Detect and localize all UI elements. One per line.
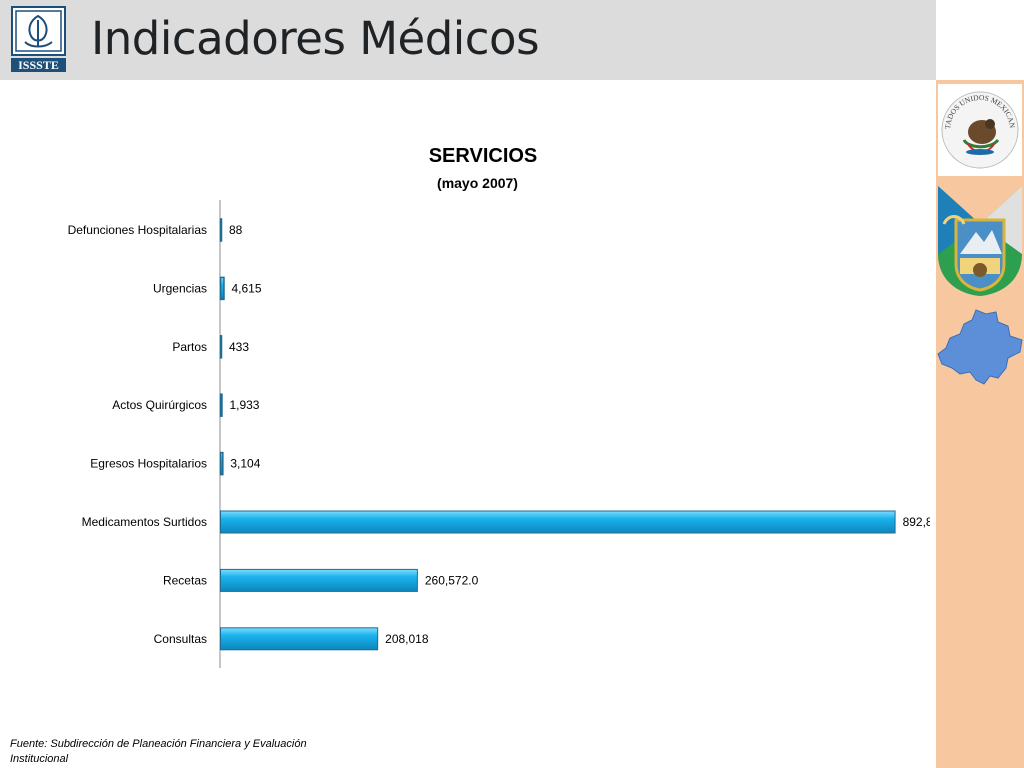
data-label: 433 <box>229 340 249 354</box>
data-label: 1,933 <box>229 398 259 412</box>
state-coat-of-arms-icon <box>938 186 1022 296</box>
bar <box>219 276 225 301</box>
bar <box>220 627 379 651</box>
chart-title: SERVICIOS <box>428 145 538 167</box>
data-label: 260,572.0 <box>425 573 479 587</box>
category-label: Partos <box>172 340 207 354</box>
data-label: 208,018 <box>385 632 429 646</box>
category-label: Medicamentos Surtidos <box>82 515 207 529</box>
category-label: Actos Quirúrgicos <box>112 398 207 412</box>
issste-logo: ISSSTE <box>11 6 66 72</box>
data-label: 892,821 <box>903 515 930 529</box>
bar-chart: Defunciones Hospitalarias 88 Urgencias 4,61… <box>68 200 930 668</box>
page-title: Indicadores Médicos <box>91 12 540 65</box>
bar <box>220 510 896 534</box>
data-label: 4,615 <box>231 281 261 295</box>
bar <box>220 568 418 592</box>
data-label: 3,104 <box>230 457 260 471</box>
right-decorative-panel <box>936 80 1024 768</box>
source-note: Fuente: Subdirección de Planeación Finan… <box>10 738 307 765</box>
header-bar: ISSSTE Indicadores Médicos <box>0 0 936 80</box>
mexican-seal-icon: ESTADOS UNIDOS MEXICANOS <box>938 84 1022 176</box>
data-label: 88 <box>229 223 243 237</box>
category-label: Urgencias <box>153 281 207 295</box>
logo-text: ISSSTE <box>18 58 59 72</box>
chart-subtitle: (mayo 2007) <box>437 175 518 191</box>
bar <box>219 218 223 242</box>
category-label: Defunciones Hospitalarias <box>68 223 207 237</box>
top-right-corner <box>936 0 1024 80</box>
category-label: Consultas <box>154 632 207 646</box>
category-label: Egresos Hospitalarios <box>90 457 207 471</box>
state-map-icon <box>937 309 1023 385</box>
bar <box>219 393 223 417</box>
bar <box>219 335 223 359</box>
category-label: Recetas <box>163 573 207 587</box>
bar <box>219 451 224 476</box>
